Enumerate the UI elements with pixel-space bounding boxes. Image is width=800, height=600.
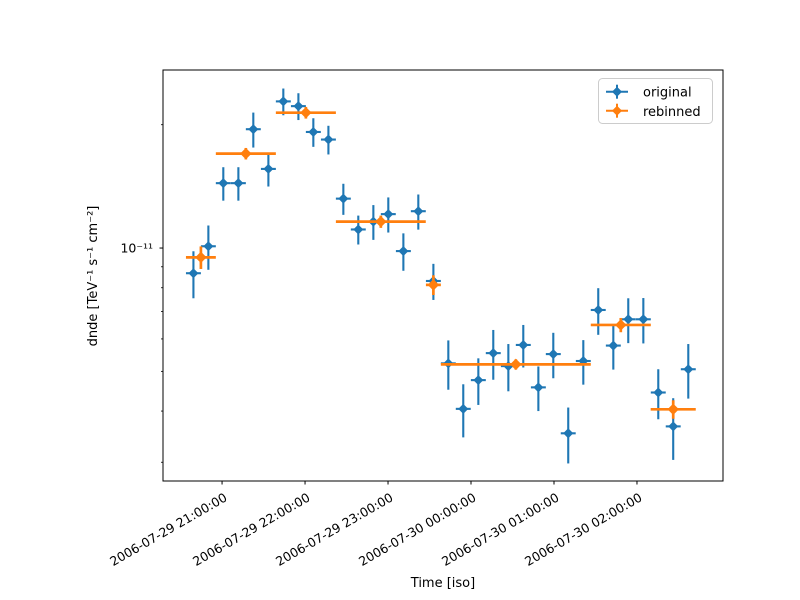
series-rebinned — [185, 106, 696, 419]
data-point-original — [530, 366, 546, 412]
data-point-rebinned — [650, 400, 696, 419]
data-point-original — [620, 298, 636, 344]
axes-frame — [162, 69, 724, 482]
legend-marker — [611, 105, 623, 116]
y-major-tick-label: 10⁻¹¹ — [120, 241, 153, 256]
data-point-original — [380, 197, 396, 233]
marker — [218, 178, 229, 189]
marker — [323, 134, 334, 145]
marker — [240, 147, 252, 160]
marker — [195, 251, 207, 264]
data-point-original — [305, 118, 321, 147]
data-point-rebinned — [215, 147, 276, 160]
marker — [383, 209, 394, 220]
marker — [593, 304, 604, 315]
data-point-original — [560, 407, 576, 464]
marker — [300, 106, 312, 119]
data-point-rebinned — [425, 275, 441, 296]
data-point-original — [200, 225, 216, 270]
data-point-original — [650, 369, 666, 420]
marker — [683, 364, 694, 375]
legend-marker-rebinned-icon — [606, 103, 628, 118]
marker — [278, 96, 289, 107]
marker — [248, 124, 259, 135]
data-point-original — [230, 167, 246, 201]
y-axis-ticks — [159, 124, 163, 463]
marker — [473, 375, 484, 386]
marker — [413, 206, 424, 217]
data-point-original — [680, 344, 696, 399]
legend-label-original: original — [643, 86, 692, 101]
marker — [615, 319, 627, 331]
data-point-original — [470, 358, 486, 405]
marker — [548, 349, 559, 360]
data-point-rebinned — [590, 317, 651, 333]
marker — [427, 279, 440, 291]
data-series-layer — [185, 88, 696, 464]
marker — [188, 268, 199, 279]
marker — [533, 382, 544, 393]
legend-marker — [611, 86, 623, 97]
data-point-original — [515, 324, 531, 368]
legend: original rebinned — [598, 78, 713, 124]
marker — [667, 403, 679, 416]
marker — [668, 421, 679, 432]
data-point-rebinned — [440, 358, 591, 371]
data-point-original — [350, 215, 366, 245]
marker — [518, 339, 529, 350]
data-point-original — [605, 324, 621, 370]
data-point-original — [455, 384, 471, 438]
marker — [653, 387, 664, 398]
data-point-original — [290, 93, 306, 121]
data-point-rebinned — [335, 215, 426, 228]
data-point-original — [245, 112, 261, 148]
marker — [293, 101, 304, 112]
series-original — [185, 88, 696, 464]
data-point-original — [635, 298, 651, 344]
data-point-original — [260, 152, 276, 187]
marker — [338, 193, 349, 204]
marker — [398, 246, 409, 257]
marker — [458, 403, 469, 414]
data-point-original — [395, 233, 411, 271]
data-point-rebinned — [185, 246, 216, 269]
data-point-original — [185, 251, 201, 299]
marker — [308, 126, 319, 137]
legend-label-rebinned: rebinned — [643, 105, 701, 120]
data-point-original — [410, 194, 426, 230]
y-axis-label: dnde [TeV⁻¹ s⁻¹ cm⁻²] — [86, 206, 101, 347]
data-point-original — [575, 340, 591, 385]
marker — [638, 314, 649, 325]
marker — [608, 340, 619, 351]
data-point-original — [275, 88, 291, 116]
x-axis-label: Time [iso] — [410, 576, 475, 591]
marker — [233, 178, 244, 189]
legend-marker-original-icon — [606, 84, 628, 99]
marker — [488, 348, 499, 359]
marker — [375, 215, 387, 228]
marker — [510, 358, 522, 371]
data-point-original — [485, 329, 501, 380]
marker — [353, 224, 364, 235]
data-point-original — [215, 167, 231, 201]
data-point-original — [320, 125, 336, 155]
marker — [263, 163, 274, 174]
data-point-rebinned — [275, 106, 336, 119]
data-point-original — [590, 288, 606, 335]
marker — [203, 241, 214, 252]
marker — [563, 428, 574, 439]
marker — [623, 314, 634, 325]
legend-box — [598, 78, 713, 124]
data-point-original — [545, 332, 561, 379]
data-point-original — [335, 183, 351, 215]
